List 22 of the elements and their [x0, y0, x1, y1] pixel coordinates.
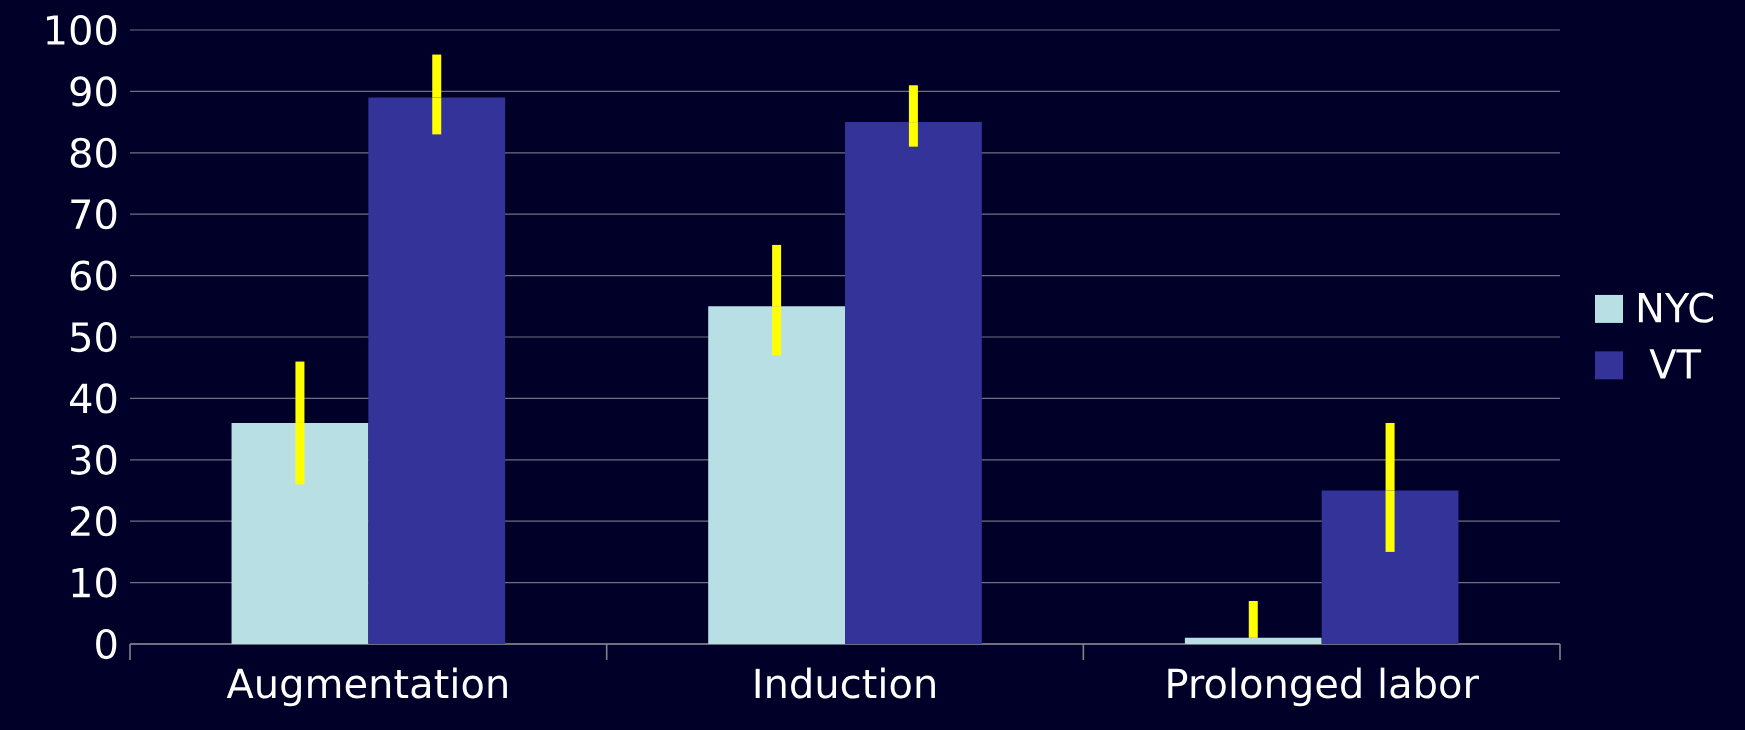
- bar: [1321, 490, 1459, 644]
- bar: [845, 122, 982, 644]
- x-tick-label: Augmentation: [226, 667, 507, 707]
- y-tick-label: 30: [71, 444, 117, 475]
- y-tick-label: 10: [72, 567, 117, 598]
- y-tick-label: 70: [71, 199, 117, 230]
- y-tick-label: 50: [71, 321, 117, 353]
- legend-label: VT: [1649, 349, 1702, 379]
- y-tick-label: 80: [70, 137, 117, 168]
- y-tick-label: 0: [96, 628, 117, 660]
- x-tick-label: Prolonged labor: [1168, 667, 1479, 707]
- x-tick-label: Induction: [755, 667, 935, 699]
- bar: [1184, 637, 1322, 644]
- legend-label: NYC: [1638, 292, 1713, 323]
- bar: [368, 97, 506, 644]
- bar: [708, 306, 846, 644]
- y-tick-label: 60: [70, 260, 117, 291]
- y-tick-label: 20: [70, 506, 117, 537]
- y-tick-label: 90: [70, 76, 117, 107]
- y-tick-label: 40: [69, 383, 117, 414]
- y-tick-label: 100: [46, 14, 117, 46]
- bar: [231, 422, 369, 644]
